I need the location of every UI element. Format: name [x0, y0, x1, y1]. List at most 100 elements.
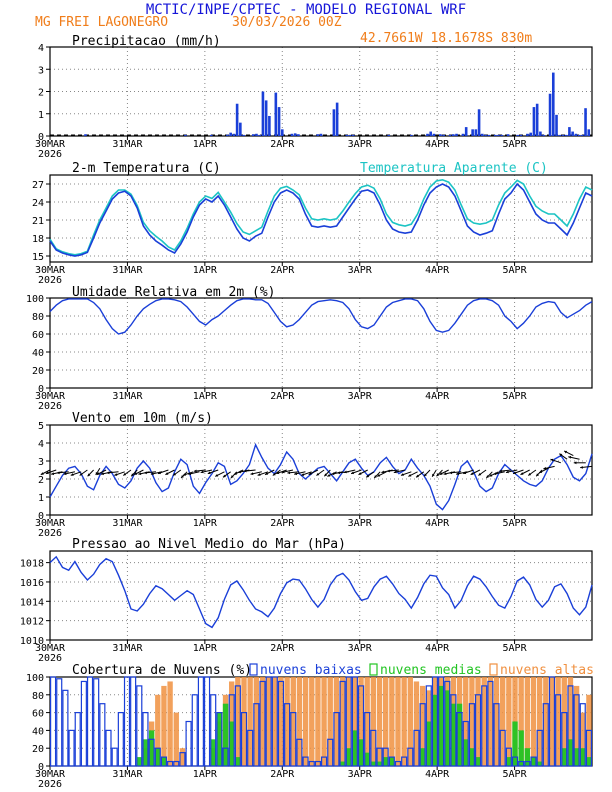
precip-bar: [184, 134, 187, 136]
wind-arrow-head: [456, 472, 460, 476]
precip-bar: [571, 131, 574, 136]
cloud-high-bar: [407, 677, 413, 766]
cloud-high-bar: [567, 677, 574, 766]
wind-arrow-head: [528, 472, 532, 476]
station-coordinates: 42.7661W 18.1678S 830m: [360, 31, 532, 46]
cloud-mid-bar: [567, 739, 574, 766]
x-tick-label: 5APR: [503, 769, 528, 780]
cloud-high-bar: [161, 685, 167, 766]
x-tick-label: 3APR: [348, 643, 373, 654]
cloud-mid-bar: [136, 757, 142, 766]
precip-bar: [232, 133, 236, 136]
precip-bar: [345, 134, 349, 136]
cloud-low-bar: [228, 694, 235, 767]
x-tick-label: 3APR: [348, 391, 373, 402]
x-tick-label: 4APR: [425, 518, 450, 529]
cloud-low-bar: [376, 747, 383, 767]
y-tick-label: 2: [38, 475, 44, 486]
wind-arrow-head: [233, 472, 237, 475]
wind-arrow-head: [287, 471, 291, 475]
precip-bar: [442, 134, 445, 136]
wind-arrow-head: [294, 472, 298, 476]
y-tick-label: 5: [38, 421, 44, 432]
cloud-mid-bar: [469, 748, 475, 766]
wind-arrow-head: [559, 453, 563, 457]
wind-arrow-head: [478, 472, 482, 476]
precip-bar: [410, 134, 413, 136]
cloud-low-bar: [555, 694, 562, 767]
wind-arrow-head: [580, 465, 583, 469]
cloud-high-bar: [543, 677, 549, 766]
wind-arrow-head: [393, 470, 397, 474]
panel-wind: 0 1 2 3 4 5 30MAR 31MAR 1APR 2APR 3APR 4APR 5APR 2026…: [35, 411, 593, 539]
cloud-mid-bar: [438, 685, 444, 766]
wind-arrow-head: [550, 458, 554, 462]
x-tick-label: 1APR: [193, 769, 218, 780]
cloud-high-bar: [155, 694, 161, 766]
precip-bar: [332, 109, 336, 136]
cloud-low-bar: [173, 760, 180, 767]
cloud-low-bar: [210, 694, 217, 767]
chart-title: Precipitacao (mm/h): [72, 34, 221, 49]
wind-arrow-head: [424, 473, 427, 477]
y-tick-label: 100: [26, 673, 44, 684]
wind-arrow-head: [165, 472, 169, 475]
cloud-low-bar: [277, 680, 285, 767]
plot-frame: [49, 550, 593, 641]
wind-arrow-head: [366, 474, 370, 478]
y-tick-label: 0: [38, 762, 44, 773]
wind-arrow-head: [182, 473, 186, 476]
x-tick-label: 30MAR: [35, 518, 66, 529]
precip-bar: [210, 134, 213, 136]
precip-bar: [487, 134, 491, 136]
x-tick-label: 1APR: [193, 518, 218, 529]
wind-arrow-head: [272, 472, 276, 476]
x-tick-label: 31MAR: [112, 518, 143, 529]
wind-arrow-head: [250, 472, 254, 476]
wind-arrow-head: [536, 473, 540, 477]
cloud-mid-bar: [586, 757, 592, 766]
cloud-low-bar: [499, 729, 506, 767]
precip-bar: [268, 115, 271, 136]
cloud-high-bar: [376, 677, 383, 766]
wind-arrow-head: [181, 475, 184, 479]
precip-bar: [577, 134, 581, 136]
wind-arrow-head: [400, 473, 404, 476]
x-tick-label: 3APR: [348, 769, 373, 780]
precip-bar: [548, 93, 552, 136]
cloud-mid-bar: [370, 761, 377, 766]
cloud-mid-bar: [475, 757, 481, 766]
cloud-mid-bar: [222, 703, 229, 766]
wind-arrow-head: [539, 470, 543, 473]
wind-arrow-head: [173, 472, 177, 476]
cloud-low-bar: [247, 729, 254, 767]
cloud-low-bar: [548, 676, 556, 767]
precip-bar: [481, 133, 484, 136]
x-tick-label: 30MAR: [35, 769, 66, 780]
plot-frame: [49, 174, 593, 263]
x-tick-label: 5APR: [503, 265, 528, 276]
cloud-mid-bar: [229, 721, 235, 766]
cloud-low-bar: [185, 720, 192, 767]
cloud-low-bar: [56, 678, 63, 767]
precip-bar: [297, 134, 300, 136]
wind-arrow-head: [51, 472, 55, 476]
cloud-low-bar: [530, 756, 537, 767]
precip-bar: [432, 133, 436, 136]
wind-arrow-head: [123, 472, 127, 476]
precip-bar: [529, 132, 533, 136]
precip-bar: [497, 134, 500, 136]
cloud-high-bar: [475, 677, 481, 766]
cloud-mid-bar: [142, 739, 149, 766]
cloud-mid-bar: [561, 748, 567, 766]
x-tick-label: 31MAR: [112, 769, 143, 780]
cloud-low-bar: [382, 747, 389, 767]
precip-bar: [293, 133, 297, 136]
precip-bar: [451, 134, 455, 136]
precip-bar: [335, 102, 339, 136]
cloud-high-bar: [389, 677, 395, 766]
cloud-high-bar: [241, 677, 247, 766]
cloud-high-bar: [364, 677, 370, 766]
cloud-high-bar: [321, 677, 327, 766]
